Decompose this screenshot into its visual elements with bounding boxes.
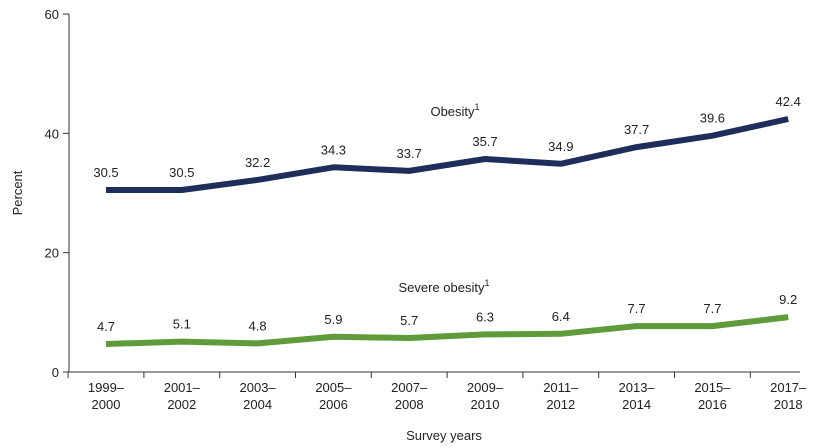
x-ticks: 1999– 2000 2001– 2002 2003– 2004 2005– 2006 2007… (67, 372, 807, 412)
x-tick-label: 2001– (164, 380, 201, 395)
axes (68, 14, 800, 373)
y-ticks: 0 20 40 60 (45, 7, 69, 380)
series-name-label: Obesity (430, 104, 475, 119)
x-tick-label: 2003– (240, 380, 277, 395)
x-tick-label: 2008 (395, 397, 424, 412)
x-tick-label: 2018 (774, 397, 803, 412)
data-label: 34.3 (321, 142, 346, 157)
data-label: 7.7 (628, 301, 646, 316)
data-label: 30.5 (169, 165, 194, 180)
data-label: 9.2 (779, 292, 797, 307)
x-tick-label: 1999– (88, 380, 125, 395)
series-line-obesity (106, 116, 789, 193)
x-tick-label: 2006 (319, 397, 348, 412)
data-label: 5.1 (173, 317, 191, 332)
data-label: 7.7 (703, 301, 721, 316)
data-label: 5.7 (400, 313, 418, 328)
x-tick-label: 2000 (92, 397, 121, 412)
data-label: 42.4 (776, 94, 801, 109)
series-name-obesity: Obesity1 (430, 102, 479, 119)
x-tick-label: 2010 (471, 397, 500, 412)
data-label: 37.7 (624, 122, 649, 137)
x-tick-label: 2014 (622, 397, 651, 412)
data-label: 33.7 (397, 146, 422, 161)
series-name-severe: Severe obesity1 (398, 278, 489, 295)
x-tick-label: 2012 (546, 397, 575, 412)
data-label: 6.3 (476, 309, 494, 324)
x-tick-label: 2013– (619, 380, 656, 395)
y-tick-label: 0 (52, 365, 59, 380)
data-label: 6.4 (552, 309, 570, 324)
x-tick-label: 2007– (391, 380, 428, 395)
x-tick-label: 2016 (698, 397, 727, 412)
x-tick-label: 2015– (694, 380, 731, 395)
data-label: 34.9 (548, 139, 573, 154)
y-axis-title: Percent (10, 170, 25, 215)
data-label: 32.2 (245, 155, 270, 170)
x-tick-label: 2011– (543, 380, 579, 395)
series-group (105, 116, 789, 347)
data-label: 5.9 (324, 312, 342, 327)
series-name-footnote: 1 (484, 278, 489, 288)
data-label: 30.5 (93, 165, 118, 180)
series-line-severe (105, 314, 789, 347)
x-axis-title: Survey years (406, 428, 482, 443)
x-tick-label: 2017– (770, 380, 807, 395)
data-label: 35.7 (472, 134, 497, 149)
y-tick-label: 60 (45, 7, 59, 22)
series-name-label: Severe obesity (398, 280, 484, 295)
x-tick-label: 2005– (315, 380, 352, 395)
y-tick-label: 40 (45, 126, 59, 141)
data-label: 4.7 (97, 319, 115, 334)
series-name-footnote: 1 (475, 102, 480, 112)
x-tick-label: 2009– (467, 380, 504, 395)
x-tick-label: 2002 (167, 397, 196, 412)
data-label: 4.8 (249, 318, 267, 333)
x-tick-label: 2004 (243, 397, 272, 412)
data-labels: 30.5 30.5 32.2 34.3 33.7 35.7 34.9 37.7 39.6 42.4… (93, 94, 801, 334)
data-label: 39.6 (700, 111, 725, 126)
y-tick-label: 20 (45, 246, 59, 261)
